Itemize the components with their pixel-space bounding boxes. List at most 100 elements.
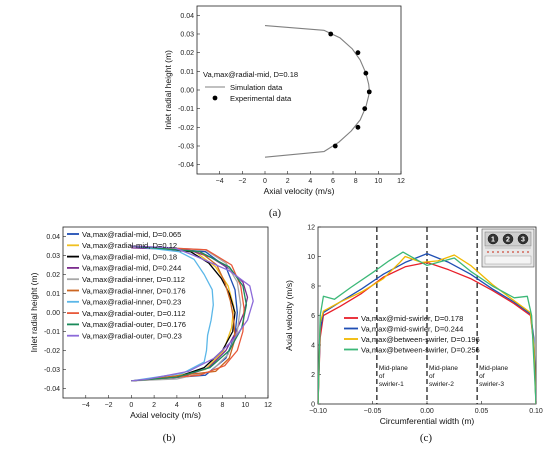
b-series-line xyxy=(131,245,214,382)
b-legend-label: Va,max@radial-mid, D=0.18 xyxy=(82,252,177,261)
a-legend-simulation-label: Simulation data xyxy=(230,83,283,92)
panel-b-label: (b) xyxy=(163,432,176,444)
a-x-tick-label: 4 xyxy=(308,178,312,185)
a-legend-title: Va,max@radial-mid, D=0.18 xyxy=(203,70,298,79)
c-midplane-annotation: of xyxy=(379,373,385,380)
c-y-tick-label: 0 xyxy=(311,402,315,409)
c-inset-swirler xyxy=(517,233,529,245)
b-x-tick-label: 2 xyxy=(152,402,156,409)
a-x-tick-label: 8 xyxy=(354,178,358,185)
a-experimental-point xyxy=(362,106,368,112)
a-x-axis-label: Axial velocity (m/s) xyxy=(264,186,335,196)
c-y-axis-label: Axial velocity (m/s) xyxy=(284,280,294,351)
c-x-axis-label: Circumferential width (m) xyxy=(380,416,475,426)
c-inset-probe-dot xyxy=(502,251,504,253)
c-inset-swirler xyxy=(502,233,514,245)
a-x-tick-label: 10 xyxy=(374,178,382,185)
c-inset-probe-dot xyxy=(507,251,509,253)
b-x-tick-label: −2 xyxy=(105,402,113,409)
b-y-tick-label: 0.03 xyxy=(46,253,60,260)
c-inset-swirler xyxy=(487,233,499,245)
c-x-tick-label: −0.10 xyxy=(309,408,327,415)
a-series-group xyxy=(264,25,372,158)
panel-b: −4 −2 0 2 4 6 8 10 12 -0.04 -0.03 -0.02 -0.01 0.00 0.0… xyxy=(29,226,272,420)
b-x-tick-label: 12 xyxy=(264,402,272,409)
c-y-tick-label: 12 xyxy=(307,225,315,232)
a-x-tick-label: 6 xyxy=(331,178,335,185)
a-experimental-point xyxy=(366,89,372,95)
b-legend-label: Va,max@radial-inner, D=0.176 xyxy=(82,286,186,295)
c-inset-swirler-label: 3 xyxy=(521,237,525,244)
a-experimental-point xyxy=(332,143,338,149)
b-y-tick-label: 0.04 xyxy=(46,234,60,241)
c-y-tick-label: 6 xyxy=(311,313,315,320)
c-series-line xyxy=(318,252,536,404)
b-series-line xyxy=(131,245,254,382)
b-y-tick-label: 0.02 xyxy=(46,272,60,279)
c-inset-bottom-block xyxy=(484,255,532,265)
a-experimental-point xyxy=(328,31,334,37)
c-inset-swirler-label: 1 xyxy=(491,237,495,244)
c-series-line xyxy=(318,251,536,404)
panel-a-label: (a) xyxy=(269,207,282,219)
b-y-tick-label: -0.04 xyxy=(44,386,60,393)
a-y-tick-label: 0.00 xyxy=(180,88,194,95)
b-legend-label: Va,max@radial-outer, D=0.23 xyxy=(82,332,182,341)
c-x-tick-label: 0.10 xyxy=(529,408,543,415)
a-y-tick-label: 0.02 xyxy=(180,50,194,57)
c-inset-swirler-label: 2 xyxy=(506,237,510,244)
c-midplane-annotation: Mid-plane xyxy=(429,365,458,372)
b-series-group xyxy=(131,245,254,382)
a-y-tick-label: -0.01 xyxy=(178,106,194,113)
a-y-tick-label: 0.03 xyxy=(180,32,194,39)
c-midplane-annotation: swirler-3 xyxy=(479,381,504,388)
c-midplane-annotation: of xyxy=(479,373,485,380)
b-legend-label: Va,max@radial-mid, D=0.244 xyxy=(82,264,181,273)
c-x-tick-label: 0.05 xyxy=(475,408,489,415)
b-series-line xyxy=(131,245,236,382)
b-legend-label: Va,max@radial-mid, D=0.12 xyxy=(82,241,177,250)
b-x-tick-label: 4 xyxy=(175,402,179,409)
c-inset-probe-dot xyxy=(487,251,489,253)
b-legend-label: Va,max@radial-inner, D=0.112 xyxy=(82,275,185,284)
a-x-tick-label: −2 xyxy=(238,178,246,185)
c-legend-label: Va,max@between-swirler, D=0.256 xyxy=(361,345,480,354)
c-inset-probe-dot xyxy=(527,251,529,253)
a-legend-experimental-label: Experimental data xyxy=(230,94,292,103)
c-inset-schematic: 1 2 3 xyxy=(481,228,535,268)
b-legend-label: Va,max@radial-outer, D=0.176 xyxy=(82,320,186,329)
c-inset-probe-dot xyxy=(522,251,524,253)
b-y-tick-label: 0.01 xyxy=(46,291,60,298)
c-legend-label: Va,max@mid-swirler, D=0.178 xyxy=(361,314,463,323)
panel-c: −0.10 −0.05 0.00 0.05 0.10024681012Circumfer… xyxy=(284,225,543,427)
c-y-tick-label: 8 xyxy=(311,284,315,291)
a-x-tick-label: −4 xyxy=(216,178,224,185)
b-x-axis-label: Axial velocity (m/s) xyxy=(130,410,201,420)
c-midplane-annotation: Mid-plane xyxy=(379,365,408,372)
b-y-tick-label: -0.01 xyxy=(44,329,60,336)
c-midplane-annotation: of xyxy=(429,373,435,380)
b-legend-label: Va,max@radial-inner, D=0.23 xyxy=(82,298,181,307)
c-x-tick-label: −0.05 xyxy=(364,408,382,415)
b-x-tick-label: −4 xyxy=(82,402,90,409)
a-y-tick-label: 0.04 xyxy=(180,13,194,20)
b-y-axis-label: Inlet radial height (m) xyxy=(29,272,39,352)
a-experimental-point xyxy=(355,124,361,130)
c-inset-probe-dot xyxy=(492,251,494,253)
panel-c-label: (c) xyxy=(420,432,433,444)
b-legend-label: Va,max@radial-outer, D=0.112 xyxy=(82,309,185,318)
c-inset-probe-dot xyxy=(512,251,514,253)
b-legend-label: Va,max@radial-mid, D=0.065 xyxy=(82,230,181,239)
a-experimental-point xyxy=(355,50,361,56)
b-x-tick-label: 0 xyxy=(129,402,133,409)
a-y-tick-label: 0.01 xyxy=(180,69,194,76)
c-series-group xyxy=(318,227,536,404)
c-midplane-annotation: swirler-2 xyxy=(429,381,454,388)
c-x-tick-label: 0.00 xyxy=(420,408,434,415)
b-y-tick-label: -0.03 xyxy=(44,367,60,374)
c-y-tick-label: 4 xyxy=(311,343,315,350)
b-series-line xyxy=(131,245,248,382)
c-midplane-annotation: Mid-plane xyxy=(479,365,508,372)
c-legend-label: Va,max@mid-swirler, D=0.244 xyxy=(361,324,463,333)
